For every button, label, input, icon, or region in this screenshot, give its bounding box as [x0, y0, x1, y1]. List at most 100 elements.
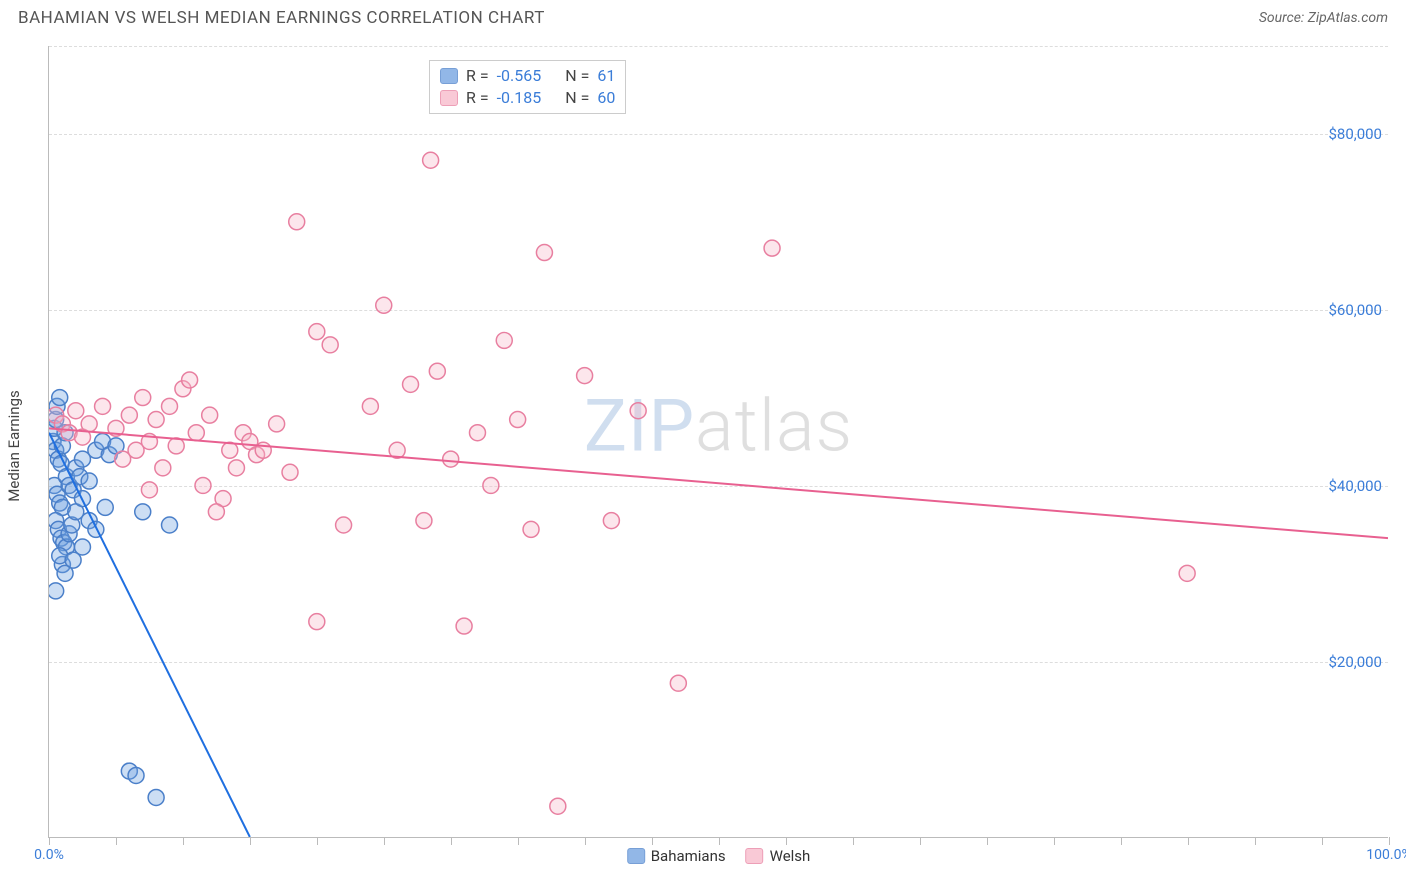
data-point: [483, 477, 499, 493]
data-point: [603, 513, 619, 529]
stats-row-bahamians: R = -0.565 N = 61: [440, 65, 615, 87]
x-tick-label: 0.0%: [34, 847, 64, 863]
x-tick: [250, 837, 251, 845]
legend-swatch-bahamians: [627, 848, 645, 864]
trendline: [49, 428, 1388, 538]
data-point: [577, 368, 593, 384]
x-tick: [585, 837, 586, 845]
n-value-bahamians: 61: [597, 65, 615, 87]
x-tick: [116, 837, 117, 845]
data-point: [202, 407, 218, 423]
data-point: [148, 412, 164, 428]
x-tick: [1054, 837, 1055, 845]
source-credit: Source: ZipAtlas.com: [1259, 10, 1388, 26]
x-tick: [987, 837, 988, 845]
x-tick-label: 100.0%: [1366, 847, 1406, 863]
data-point: [1179, 565, 1195, 581]
data-point: [289, 214, 305, 230]
x-tick: [719, 837, 720, 845]
stats-row-welsh: R = -0.185 N = 60: [440, 87, 615, 109]
x-tick: [1188, 837, 1189, 845]
data-point: [222, 442, 238, 458]
x-tick: [1121, 837, 1122, 845]
swatch-welsh: [440, 90, 458, 106]
legend-item-bahamians: Bahamians: [627, 847, 726, 865]
x-tick: [49, 837, 50, 845]
data-point: [162, 398, 178, 414]
data-point: [456, 618, 472, 634]
x-tick: [518, 837, 519, 845]
x-tick: [1255, 837, 1256, 845]
data-point: [49, 583, 64, 599]
x-tick: [183, 837, 184, 845]
data-point: [68, 403, 84, 419]
legend-label-bahamians: Bahamians: [651, 847, 726, 865]
chart-title: BAHAMIAN VS WELSH MEDIAN EARNINGS CORREL…: [18, 8, 545, 28]
chart-plot-area: $20,000$40,000$60,000$80,000 0.0%100.0% …: [48, 46, 1388, 838]
scatter-plot-svg: [49, 46, 1388, 837]
n-label: N =: [565, 65, 589, 87]
legend-item-welsh: Welsh: [746, 847, 811, 865]
data-point: [141, 482, 157, 498]
data-point: [135, 504, 151, 520]
series-legend: Bahamians Welsh: [627, 847, 811, 865]
n-value-welsh: 60: [597, 87, 615, 109]
x-tick: [317, 837, 318, 845]
data-point: [81, 416, 97, 432]
data-point: [135, 390, 151, 406]
data-point: [168, 438, 184, 454]
x-tick: [853, 837, 854, 845]
data-point: [443, 451, 459, 467]
data-point: [208, 504, 224, 520]
data-point: [523, 521, 539, 537]
y-axis-label: Median Earnings: [5, 390, 23, 501]
data-point: [322, 337, 338, 353]
data-point: [228, 460, 244, 476]
data-point: [550, 798, 566, 814]
data-point: [155, 460, 171, 476]
n-label: N =: [565, 87, 589, 109]
data-point: [670, 675, 686, 691]
data-point: [403, 376, 419, 392]
data-point: [376, 297, 392, 313]
r-label: R =: [466, 65, 489, 87]
data-point: [188, 425, 204, 441]
x-tick: [384, 837, 385, 845]
data-point: [630, 403, 646, 419]
data-point: [65, 552, 81, 568]
data-point: [182, 372, 198, 388]
data-point: [336, 517, 352, 533]
data-point: [128, 767, 144, 783]
swatch-bahamians: [440, 68, 458, 84]
data-point: [88, 521, 104, 537]
legend-label-welsh: Welsh: [770, 847, 811, 865]
r-value-welsh: -0.185: [497, 87, 542, 109]
data-point: [429, 363, 445, 379]
data-point: [496, 332, 512, 348]
data-point: [52, 390, 68, 406]
data-point: [162, 517, 178, 533]
x-tick: [1389, 837, 1390, 845]
correlation-stats-box: R = -0.565 N = 61 R = -0.185 N = 60: [429, 60, 626, 114]
x-tick: [920, 837, 921, 845]
data-point: [97, 499, 113, 515]
data-point: [95, 398, 111, 414]
x-tick: [786, 837, 787, 845]
data-point: [309, 614, 325, 630]
data-point: [510, 412, 526, 428]
data-point: [121, 407, 137, 423]
x-tick: [451, 837, 452, 845]
data-point: [469, 425, 485, 441]
legend-swatch-welsh: [746, 848, 764, 864]
data-point: [536, 245, 552, 261]
data-point: [416, 513, 432, 529]
r-value-bahamians: -0.565: [497, 65, 542, 87]
data-point: [195, 477, 211, 493]
data-point: [269, 416, 285, 432]
data-point: [309, 324, 325, 340]
data-point: [423, 152, 439, 168]
r-label: R =: [466, 87, 489, 109]
data-point: [148, 789, 164, 805]
data-point: [81, 473, 97, 489]
data-point: [282, 464, 298, 480]
